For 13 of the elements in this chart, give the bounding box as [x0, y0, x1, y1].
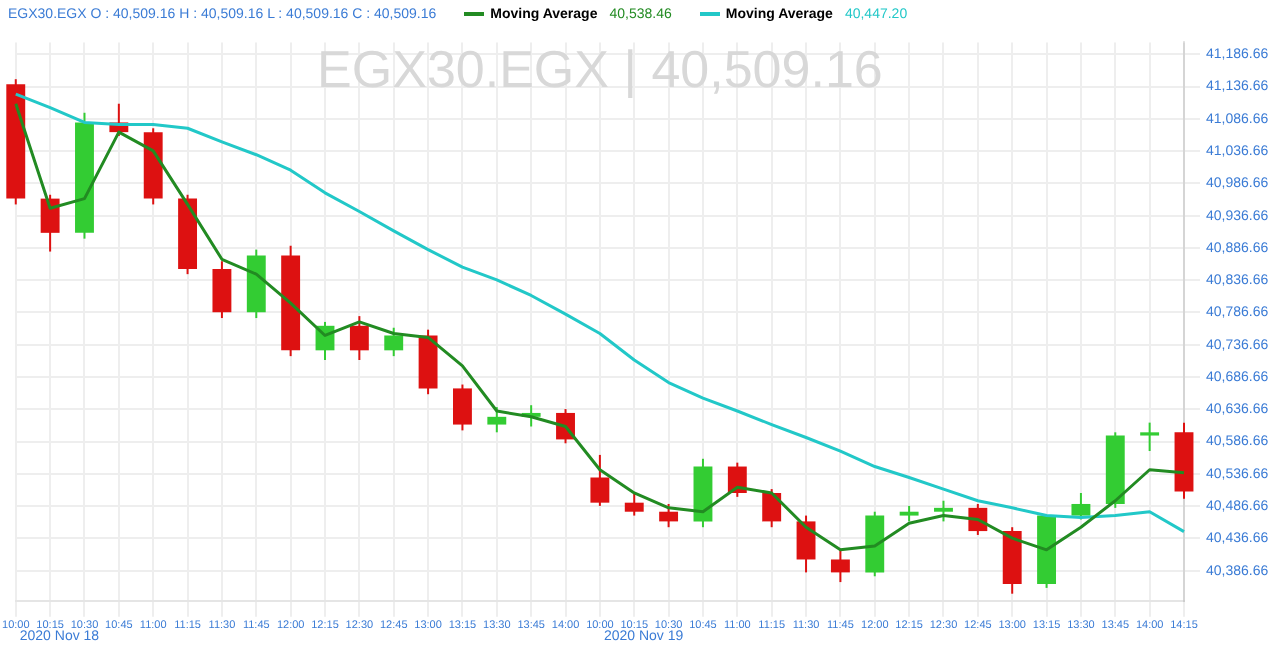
candlestick [590, 453, 610, 507]
candlestick [830, 548, 850, 584]
candlestick [1140, 421, 1160, 453]
candlestick [762, 488, 782, 529]
candlestick [452, 383, 472, 432]
candlestick [349, 315, 369, 362]
candlestick [624, 491, 644, 517]
candlestick [212, 260, 232, 320]
candlestick [384, 326, 404, 358]
candlestick [487, 406, 507, 434]
candlestick [659, 502, 679, 529]
candlestick [934, 499, 953, 523]
candlestick [40, 193, 60, 253]
